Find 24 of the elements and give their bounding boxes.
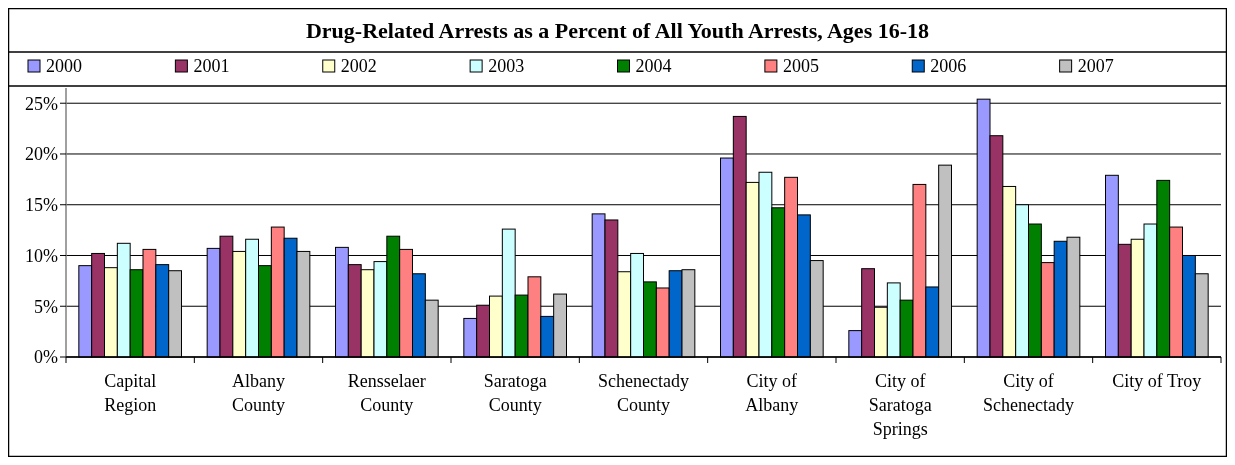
legend-label: 2002 bbox=[340, 56, 377, 76]
legend-label: 2004 bbox=[635, 56, 672, 76]
y-tick-label: 5% bbox=[34, 296, 58, 317]
y-tick-label: 25% bbox=[25, 93, 58, 114]
x-tick-label: Albany County bbox=[231, 371, 286, 415]
legend-label: 2003 bbox=[488, 56, 525, 76]
legend-label: 2006 bbox=[930, 56, 967, 76]
legend-label: 2007 bbox=[1077, 56, 1114, 76]
x-tick-label: Saratoga County bbox=[483, 371, 547, 415]
legend-label: 2000 bbox=[46, 56, 82, 76]
y-tick-label: 10% bbox=[25, 245, 58, 266]
legend-label: 2005 bbox=[782, 56, 819, 76]
y-tick-label: 0% bbox=[34, 347, 58, 368]
legend-label: 2001 bbox=[193, 56, 230, 76]
x-tick-label: City of Albany bbox=[745, 371, 799, 415]
chart-title: Drug-Related Arrests as a Percent of All Youth Arrests, Ages 16-18 bbox=[305, 18, 930, 43]
x-tick-label: City of Saratoga Springs bbox=[868, 371, 932, 439]
x-tick-label: City of Schenectady bbox=[983, 371, 1074, 415]
x-tick-label: Schenectady County bbox=[598, 371, 689, 415]
x-tick-label: Rensselaer County bbox=[347, 371, 426, 415]
x-tick-label: Capital Region bbox=[104, 371, 157, 415]
x-tick-label: City of Troy bbox=[1112, 371, 1202, 391]
y-tick-label: 20% bbox=[25, 144, 58, 165]
y-tick-label: 15% bbox=[25, 195, 58, 216]
